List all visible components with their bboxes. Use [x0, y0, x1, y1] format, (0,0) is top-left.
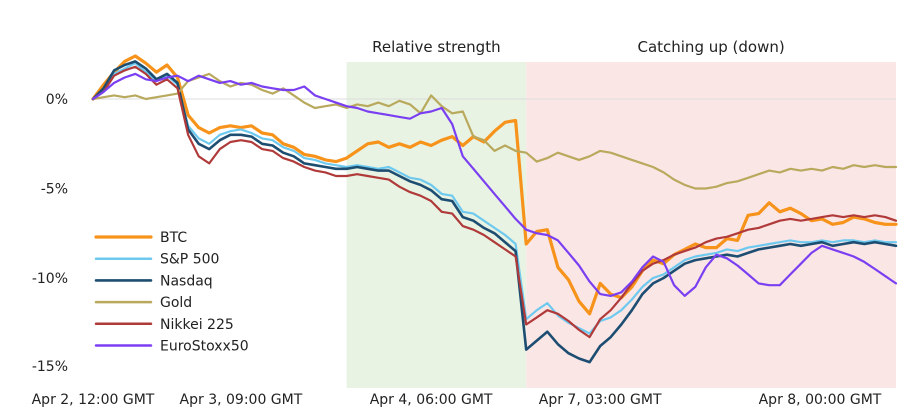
- legend-label-eurostoxx50: EuroStoxx50: [160, 339, 249, 355]
- y-tick-label: -10%: [32, 271, 68, 287]
- x-tick-label: Apr 2, 12:00 GMT: [32, 392, 155, 408]
- x-tick-label: Apr 7, 03:00 GMT: [539, 392, 662, 408]
- y-tick-label: 0%: [46, 92, 68, 108]
- y-tick-label: -15%: [32, 359, 68, 375]
- legend-label-nasdaq: Nasdaq: [160, 273, 213, 289]
- series-line-eurostoxx50: [91, 72, 898, 297]
- region-label-catching-up-down: Catching up (down): [637, 38, 784, 56]
- x-tick-label: Apr 8, 00:00 GMT: [759, 392, 882, 408]
- legend-label-gold: Gold: [160, 295, 192, 311]
- series-lines: [91, 54, 898, 364]
- region-relative-strength: [346, 62, 527, 388]
- series-line-btc: [91, 54, 898, 316]
- legend-label-btc: BTC: [160, 230, 187, 246]
- x-tick-label: Apr 4, 06:00 GMT: [370, 392, 493, 408]
- series-line-gold: [91, 72, 898, 190]
- region-annotations: Relative strength Catching up (down): [372, 38, 785, 56]
- legend-label-nikkei-225: Nikkei 225: [160, 317, 234, 333]
- legend: BTC S&P 500 Nasdaq Gold Nikkei 225 EuroStoxx5…: [94, 230, 249, 355]
- region-catching-up-down: [526, 62, 896, 388]
- series-line-nasdaq: [91, 60, 898, 364]
- y-axis-ticks: 0% -5% -10% -15%: [32, 92, 68, 375]
- x-axis-ticks: Apr 2, 12:00 GMT Apr 3, 09:00 GMT Apr 4, 0…: [32, 392, 882, 408]
- legend-label-s-p-500: S&P 500: [160, 252, 219, 268]
- series-line-nikkei-225: [91, 65, 898, 339]
- region-label-relative-strength: Relative strength: [372, 38, 500, 56]
- series-line-s-p-500: [91, 62, 898, 335]
- y-tick-label: -5%: [41, 182, 68, 198]
- x-tick-label: Apr 3, 09:00 GMT: [180, 392, 303, 408]
